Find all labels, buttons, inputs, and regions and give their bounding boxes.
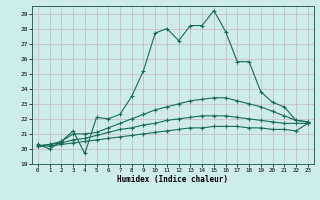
X-axis label: Humidex (Indice chaleur): Humidex (Indice chaleur): [117, 175, 228, 184]
